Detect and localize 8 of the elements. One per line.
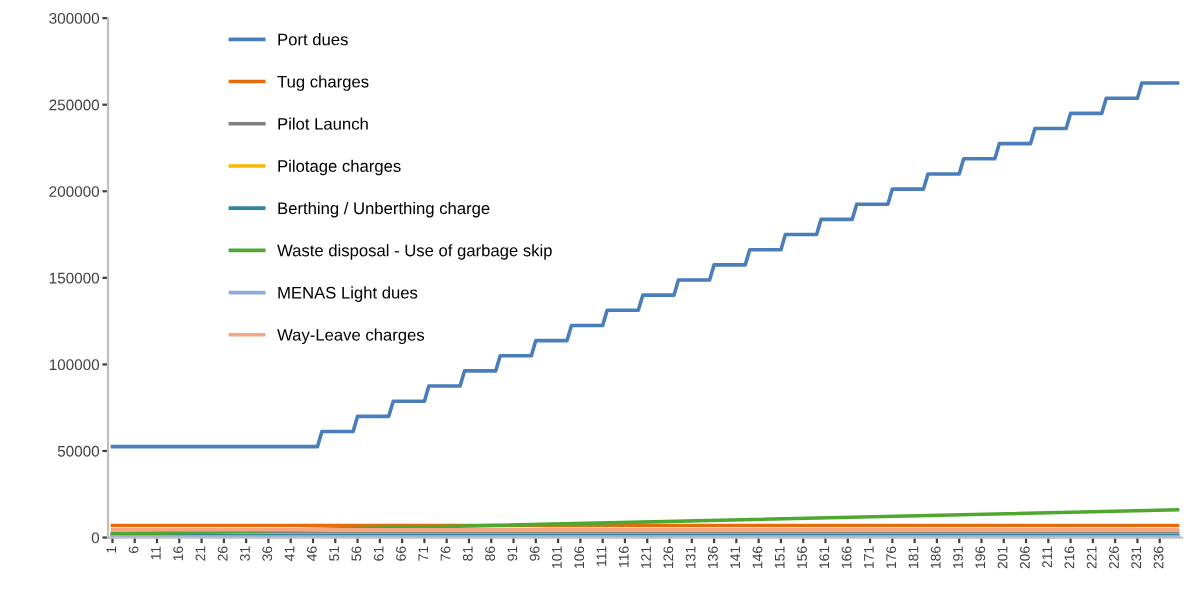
legend-label: MENAS Light dues bbox=[278, 286, 418, 302]
legend-label: Tug charges bbox=[277, 75, 369, 91]
legend-label: Pilotage charges bbox=[278, 159, 401, 176]
legend-label: Pilot Launch bbox=[278, 117, 368, 130]
legend-label: Way-Leave charges bbox=[277, 328, 425, 345]
legend-label: Port dues bbox=[278, 33, 348, 46]
legend-label: Berthing / Unberthing charge bbox=[278, 201, 490, 218]
legend-label: Waste disposal - Use of garbage skip bbox=[277, 244, 552, 260]
